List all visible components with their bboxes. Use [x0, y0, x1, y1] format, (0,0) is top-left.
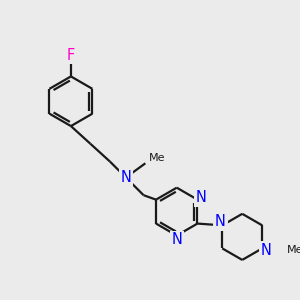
Text: N: N — [215, 214, 226, 229]
Text: Me: Me — [149, 153, 165, 163]
Text: N: N — [196, 190, 206, 206]
Text: N: N — [120, 170, 131, 185]
Text: F: F — [67, 48, 75, 63]
Text: N: N — [171, 232, 182, 247]
Text: N: N — [260, 243, 271, 258]
Text: Me: Me — [287, 245, 300, 255]
